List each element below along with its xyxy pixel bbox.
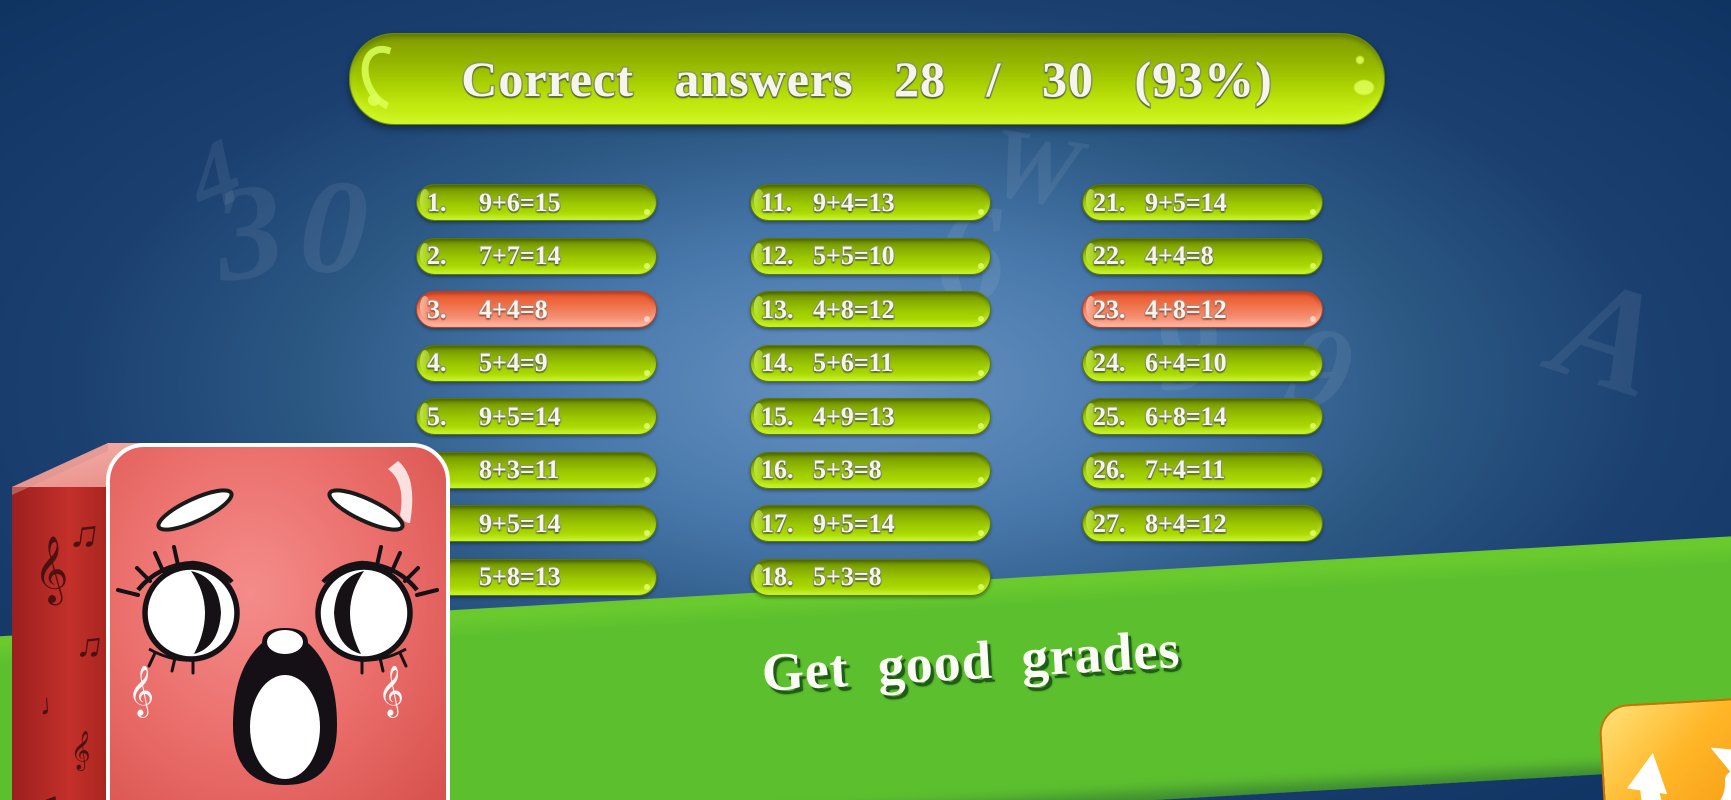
- svg-text:𝄞: 𝄞: [69, 730, 93, 772]
- svg-text:♫: ♫: [67, 509, 103, 558]
- svg-text:𝄞: 𝄞: [378, 666, 404, 718]
- svg-text:𝄞: 𝄞: [128, 666, 154, 718]
- svg-text:𝄞: 𝄞: [31, 536, 70, 607]
- svg-text:♩: ♩: [38, 687, 70, 722]
- svg-text:♫: ♫: [26, 781, 66, 800]
- svg-text:♫: ♫: [74, 623, 106, 666]
